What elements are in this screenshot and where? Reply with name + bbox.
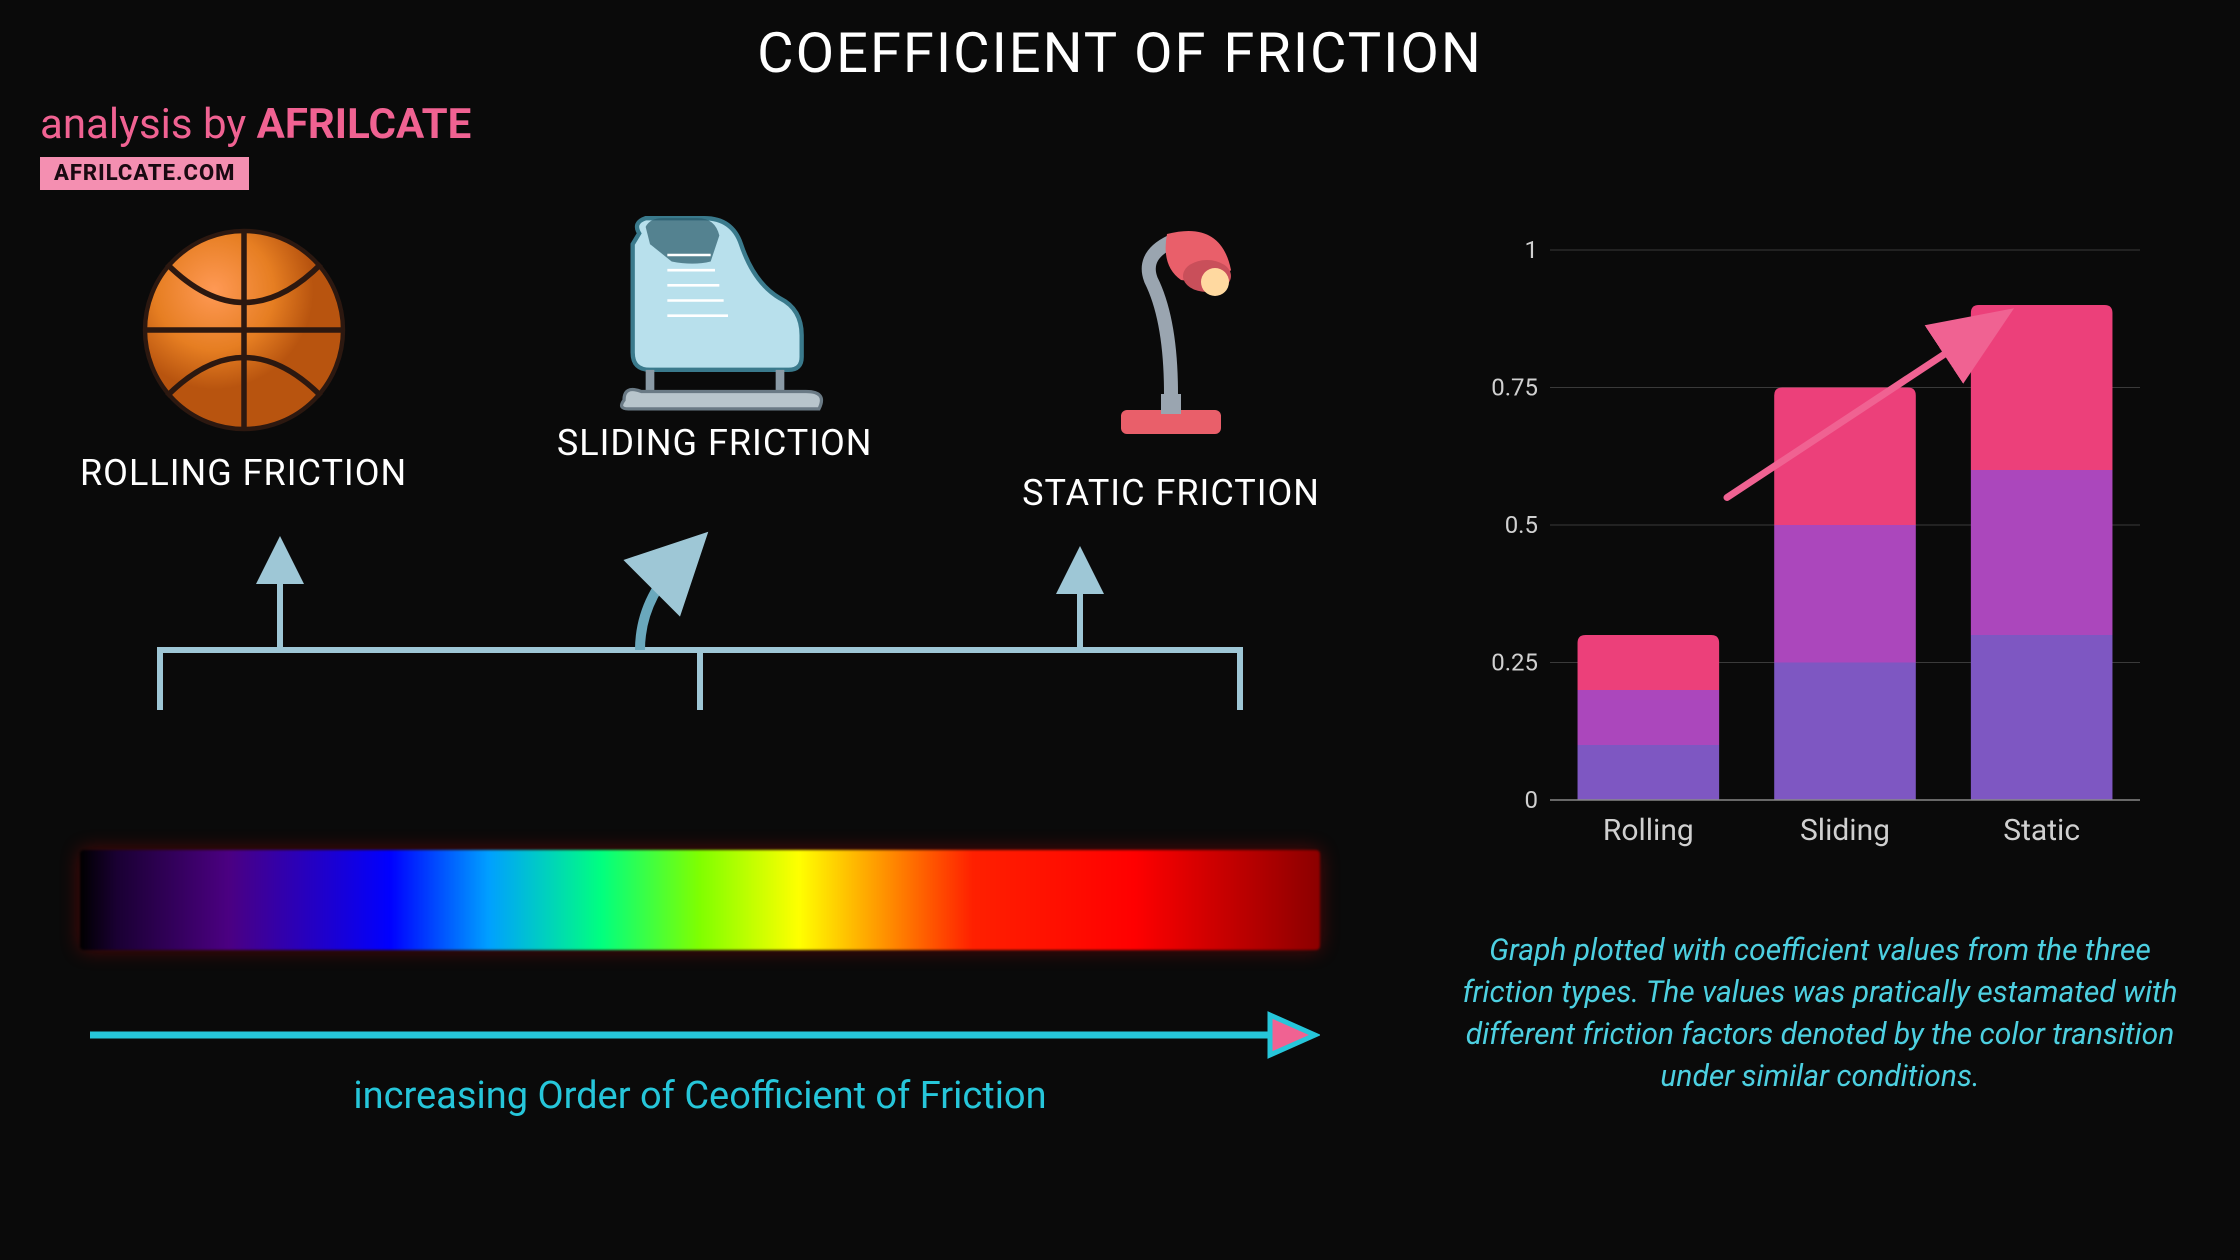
increasing-arrow <box>80 1010 1320 1064</box>
brand-block: analysis by AFRILCATE AFRILCATE.COM <box>40 100 471 190</box>
ice-skate-icon <box>585 210 845 440</box>
svg-text:0: 0 <box>1525 786 1539 814</box>
bracket-arrows <box>80 590 1320 710</box>
friction-label: STATIC FRICTION <box>1022 472 1320 514</box>
spectrum-caption: increasing Order of Ceofficient of Frict… <box>80 1074 1320 1118</box>
svg-text:0.75: 0.75 <box>1491 374 1538 402</box>
svg-text:Sliding: Sliding <box>1800 813 1890 848</box>
friction-bar-chart: 0 0.25 0.5 0.75 1 Rolling Sliding Static <box>1460 230 2160 870</box>
basketball-icon <box>134 210 354 440</box>
svg-text:1: 1 <box>1525 236 1539 264</box>
svg-text:Rolling: Rolling <box>1603 813 1694 848</box>
friction-label: SLIDING FRICTION <box>557 422 873 464</box>
friction-label: ROLLING FRICTION <box>80 452 407 494</box>
chart-panel: 0 0.25 0.5 0.75 1 Rolling Sliding Static Graph … <box>1400 210 2240 1260</box>
desk-lamp-icon <box>1071 210 1271 440</box>
spectrum-panel: ROLLING FRICTION <box>0 210 1400 1260</box>
svg-text:0.25: 0.25 <box>1491 649 1538 677</box>
brand-name: AFRILCATE <box>257 100 472 149</box>
chart-caption: Graph plotted with coefficient values fr… <box>1440 930 2200 1098</box>
brand-prefix: analysis by <box>40 100 257 149</box>
brand-badge: AFRILCATE.COM <box>40 157 249 190</box>
svg-text:Static: Static <box>2003 813 2080 848</box>
page-title: COEFFICIENT OF FRICTION <box>0 0 2240 86</box>
color-spectrum <box>80 850 1320 950</box>
brand-line: analysis by AFRILCATE <box>40 100 471 149</box>
spectrum-area: increasing Order of Ceofficient of Frict… <box>80 730 1320 1118</box>
svg-text:0.5: 0.5 <box>1505 511 1538 539</box>
main-content: ROLLING FRICTION <box>0 210 2240 1260</box>
